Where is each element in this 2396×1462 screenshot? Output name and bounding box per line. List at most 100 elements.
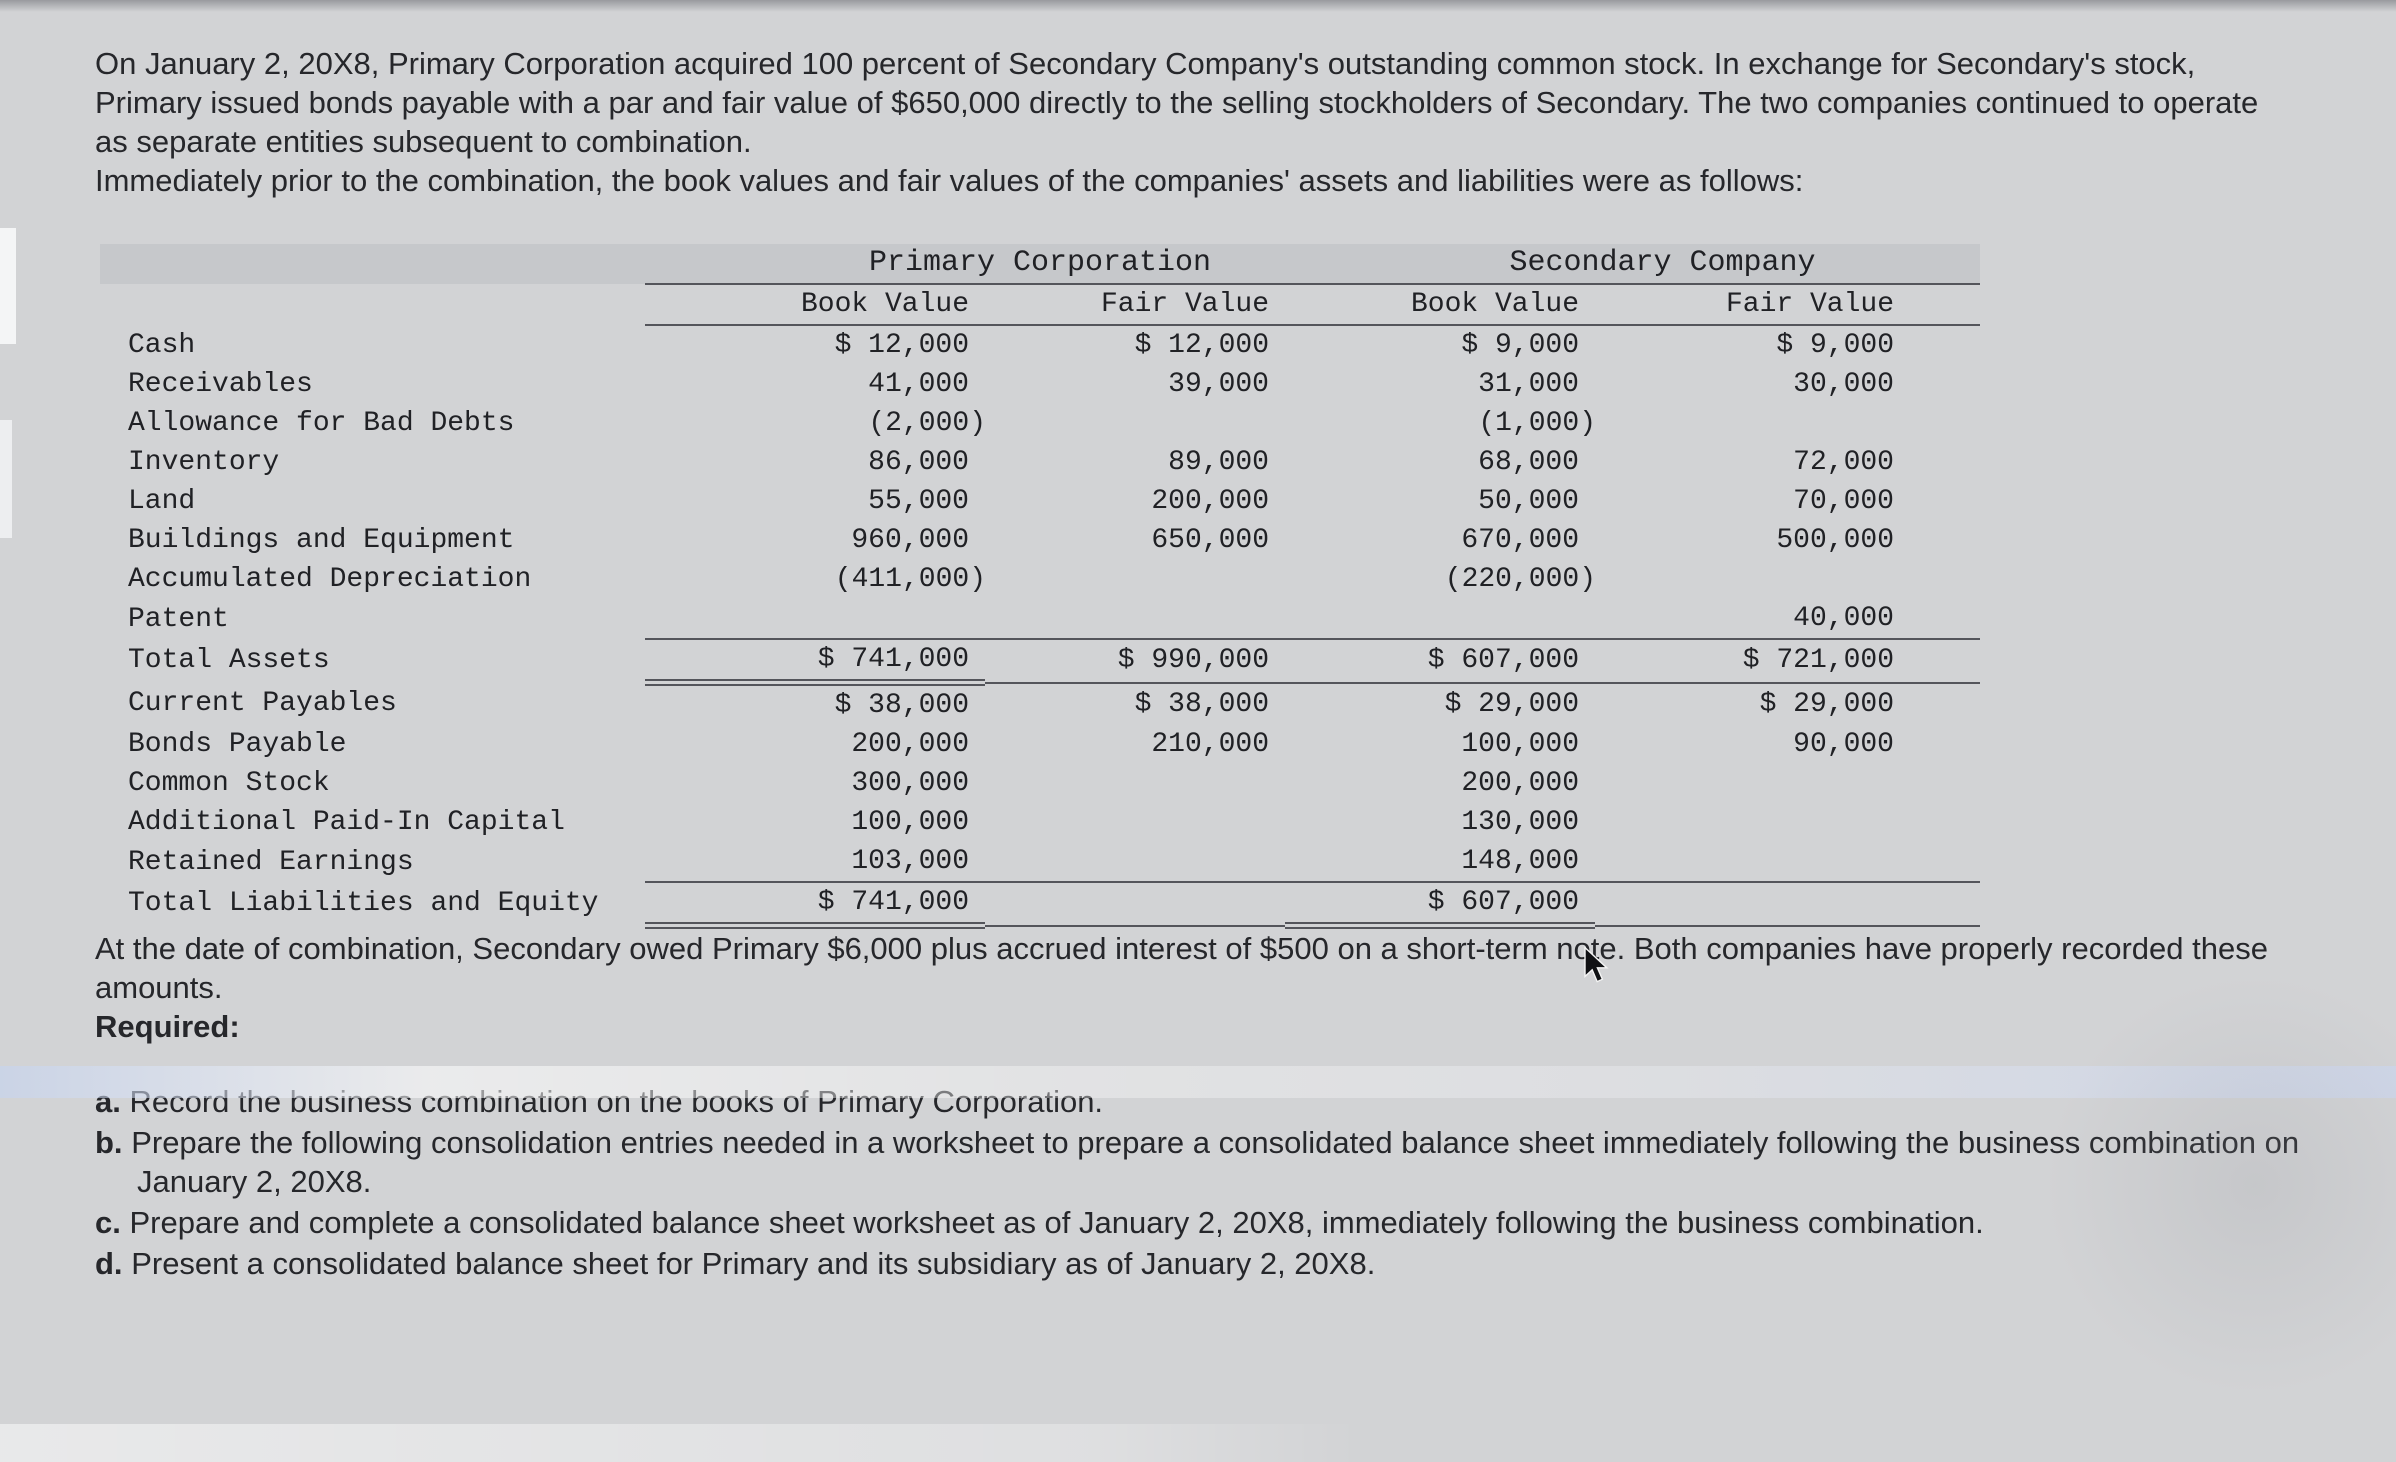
cell-sfv [1595, 764, 1980, 803]
cell-pfv: 200,000 [1151, 486, 1269, 517]
cell-sfv: 90,000 [1793, 729, 1894, 760]
cell-sbv: 100,000 [1461, 729, 1579, 760]
primary-fair-value-header: Fair Value [985, 284, 1285, 326]
required-item-c: c. Prepare and complete a consolidated b… [95, 1203, 2301, 1242]
balance-table-wrap: Primary Corporation Secondary Company Bo… [95, 244, 2301, 929]
cell-pfv: 39,000 [1168, 369, 1269, 400]
cell-sfv: $ 9,000 [1776, 330, 1894, 361]
cell-sbv: $ 607,000 [1285, 881, 1595, 929]
negative-value: (411,000) [834, 564, 986, 595]
required-text-c: Prepare and complete a consolidated bala… [129, 1205, 1984, 1240]
table-row: Additional Paid-In Capital 100,000 130,000 [100, 803, 1980, 842]
row-label: Cash [128, 329, 196, 361]
cell-sbv: $ 29,000 [1444, 688, 1579, 720]
table-row: Inventory 86,000 89,000 68,000 72,000 [100, 443, 1980, 482]
row-label: Receivables [128, 369, 313, 400]
cell-sfv: 70,000 [1793, 486, 1894, 517]
cell-sbv: 31,000 [1478, 369, 1579, 400]
cell-sbv: $ 9,000 [1461, 330, 1579, 361]
table-row: Allowance for Bad Debts (2,000) (1,000) [100, 404, 1980, 443]
note-paragraph: At the date of combination, Secondary ow… [95, 931, 2268, 1005]
cell-pfv: $ 38,000 [1134, 688, 1269, 720]
cell-pbv: 300,000 [851, 768, 969, 799]
required-item-a: a. Record the business combination on th… [95, 1082, 2301, 1121]
cell-sfv: 40,000 [1793, 603, 1894, 634]
table-row: Retained Earnings 103,000 148,000 [100, 842, 1980, 882]
table-row: Total Liabilities and Equity $ 741,000 $ 6… [100, 881, 1980, 929]
required-heading: Required: [95, 1009, 240, 1044]
required-letter-a: a. [95, 1084, 121, 1119]
table-row: Accumulated Depreciation (411,000) (220,00… [100, 560, 1980, 599]
cell-sbv: 130,000 [1461, 807, 1579, 838]
cell-pbv: (2,000) [645, 404, 986, 443]
row-label: Retained Earnings [128, 846, 414, 878]
secondary-company-header: Secondary Company [1285, 244, 1980, 285]
required-letter-d: d. [95, 1246, 123, 1281]
row-label: Patent [128, 603, 229, 635]
cell-sbv: 200,000 [1461, 768, 1579, 799]
table-row: Receivables 41,000 39,000 31,000 30,000 [100, 365, 1980, 404]
cell-pbv: (411,000) [645, 560, 986, 599]
cell-pbv [645, 599, 985, 639]
cell-sbv: $ 607,000 [1285, 638, 1595, 684]
cell-sbv: (220,000) [1285, 560, 1596, 599]
required-text-a: Record the business combination on the b… [129, 1084, 1104, 1119]
table-subheader-row: Book Value Fair Value Book Value Fair Va… [100, 284, 1980, 326]
group-header-spacer [100, 244, 645, 284]
table-intro-paragraph: Immediately prior to the combination, th… [95, 163, 1804, 198]
cell-sbv: (1,000) [1285, 404, 1596, 443]
cell-sfv: 30,000 [1793, 369, 1894, 400]
required-item-d: d. Present a consolidated balance sheet … [95, 1244, 2301, 1283]
cell-pfv: 210,000 [1151, 729, 1269, 760]
cell-pbv: $ 38,000 [834, 690, 969, 721]
table-row: Current Payables $ 38,000 $ 38,000 $ 29,000… [100, 683, 1980, 726]
table-row: Bonds Payable 200,000 210,000 100,000 90,000 [100, 725, 1980, 764]
cell-pbv: 200,000 [851, 729, 969, 760]
cell-sbv: 148,000 [1461, 846, 1579, 877]
cell-sfv [1595, 404, 1980, 443]
negative-value: (1,000) [1478, 408, 1596, 439]
cell-sbv: 68,000 [1478, 447, 1579, 478]
book-fair-value-table: Primary Corporation Secondary Company Bo… [100, 244, 1980, 929]
table-row: Total Assets $ 741,000 $ 990,000 $ 607,000 $… [100, 638, 1980, 686]
cell-pfv [985, 404, 1285, 443]
cell-sfv [1595, 842, 1980, 882]
table-row: Cash $ 12,000 $ 12,000 $ 9,000 $ 9,000 [100, 325, 1980, 365]
required-letter-c: c. [95, 1205, 121, 1240]
table-row: Land 55,000 200,000 50,000 70,000 [100, 482, 1980, 521]
row-label: Total Assets [128, 645, 330, 677]
subheader-spacer [100, 284, 645, 325]
row-label: Common Stock [128, 768, 330, 799]
table-row: Buildings and Equipment 960,000 650,000 670… [100, 521, 1980, 560]
cell-sfv [1595, 881, 1980, 927]
table-group-header-row: Primary Corporation Secondary Company [100, 244, 1980, 285]
cell-pbv: 100,000 [851, 807, 969, 838]
primary-corporation-header: Primary Corporation [645, 244, 1285, 285]
row-label: Accumulated Depreciation [128, 564, 532, 595]
cell-sfv: 500,000 [1776, 525, 1894, 556]
cell-pfv: $ 12,000 [1134, 330, 1269, 361]
cell-pfv [985, 881, 1285, 927]
cell-sbv: 50,000 [1478, 486, 1579, 517]
cell-pbv: 86,000 [868, 447, 969, 478]
negative-value: (220,000) [1444, 564, 1596, 595]
row-label: Inventory [128, 447, 280, 478]
cell-pfv [985, 842, 1285, 882]
primary-book-value-header: Book Value [645, 284, 985, 326]
cell-pfv [985, 560, 1285, 599]
row-label: Additional Paid-In Capital [128, 807, 565, 838]
intro-paragraph: On January 2, 20X8, Primary Corporation … [95, 46, 2259, 159]
cell-pfv [985, 599, 1285, 639]
required-list: a. Record the business combination on th… [95, 1082, 2301, 1283]
required-text-d: Present a consolidated balance sheet for… [131, 1246, 1376, 1281]
row-label: Total Liabilities and Equity [128, 888, 599, 920]
table-row: Common Stock 300,000 200,000 [100, 764, 1980, 803]
table-row: Patent 40,000 [100, 599, 1980, 639]
cell-pbv: 41,000 [868, 369, 969, 400]
cell-pbv: 55,000 [868, 486, 969, 517]
cell-pfv: 89,000 [1168, 447, 1269, 478]
cell-sfv: 72,000 [1793, 447, 1894, 478]
problem-document: On January 2, 20X8, Primary Corporation … [95, 46, 2301, 1283]
cell-pfv [985, 764, 1285, 803]
cell-sbv [1285, 599, 1595, 639]
